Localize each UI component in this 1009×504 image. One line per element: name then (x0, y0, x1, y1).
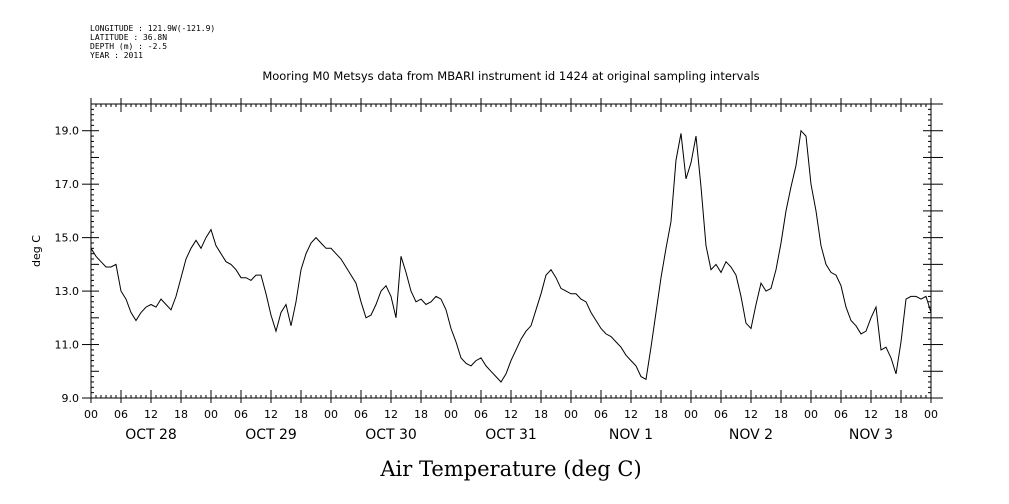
day-label: NOV 2 (729, 427, 773, 443)
x-tick-label: 12 (264, 408, 278, 421)
x-tick-label: 06 (714, 408, 728, 421)
x-tick-label: 00 (564, 408, 578, 421)
depth-text: DEPTH (m) : -2.5 (90, 42, 167, 51)
longitude-text: LONGITUDE : 121.9W(-121.9) (90, 24, 215, 33)
x-tick-label: 12 (624, 408, 638, 421)
x-tick-label: 06 (834, 408, 848, 421)
x-tick-label: 12 (384, 408, 398, 421)
day-label: NOV 1 (609, 427, 653, 443)
y-tick-label: 19.0 (55, 125, 80, 138)
x-tick-label: 00 (444, 408, 458, 421)
day-label: OCT 31 (485, 427, 537, 443)
air-temperature-line (90, 129, 932, 383)
x-tick-label: 18 (894, 408, 908, 421)
x-tick-label: 00 (924, 408, 938, 421)
day-label: OCT 28 (125, 427, 177, 443)
day-label: OCT 29 (245, 427, 297, 443)
y-axis-label: deg C (30, 235, 43, 267)
x-tick-label: 00 (204, 408, 218, 421)
x-tick-label: 00 (84, 408, 98, 421)
x-tick-label: 12 (864, 408, 878, 421)
chart-title: Mooring M0 Metsys data from MBARI instru… (262, 69, 759, 83)
x-tick-label: 18 (294, 408, 308, 421)
x-tick-label: 12 (144, 408, 158, 421)
x-tick-label: 06 (354, 408, 368, 421)
x-tick-label: 18 (414, 408, 428, 421)
y-tick-label: 13.0 (55, 285, 80, 298)
x-tick-label: 18 (534, 408, 548, 421)
x-tick-label: 06 (594, 408, 608, 421)
y-tick-label: 15.0 (55, 232, 80, 245)
y-tick-label: 11.0 (55, 339, 80, 352)
x-axis-label: Air Temperature (deg C) (379, 457, 641, 481)
plot-frame (90, 103, 932, 399)
x-tick-label: 12 (744, 408, 758, 421)
y-tick-label: 9.0 (62, 392, 80, 405)
x-tick-label: 06 (474, 408, 488, 421)
day-label: NOV 3 (849, 427, 893, 443)
x-tick-label: 18 (654, 408, 668, 421)
year-text: YEAR : 2011 (90, 51, 143, 60)
series-group (90, 129, 932, 383)
x-tick-label: 06 (234, 408, 248, 421)
x-tick-label: 12 (504, 408, 518, 421)
x-tick-label: 00 (324, 408, 338, 421)
latitude-text: LATITUDE : 36.8N (90, 33, 167, 42)
x-tick-label: 00 (804, 408, 818, 421)
day-labels: OCT 28 OCT 29 OCT 30 OCT 31 NOV 1 NOV 2 NOV 3 (125, 427, 893, 443)
x-tick-label: 18 (774, 408, 788, 421)
y-tick-label: 17.0 (55, 178, 80, 191)
x-tick-label: 00 (684, 408, 698, 421)
x-tick-label: 18 (174, 408, 188, 421)
x-axis: 00 06 12 18 00 06 12 18 00 06 12 18 00 06 12 18 00 06 12 18… (84, 98, 938, 421)
day-label: OCT 30 (365, 427, 417, 443)
x-tick-label: 06 (114, 408, 128, 421)
